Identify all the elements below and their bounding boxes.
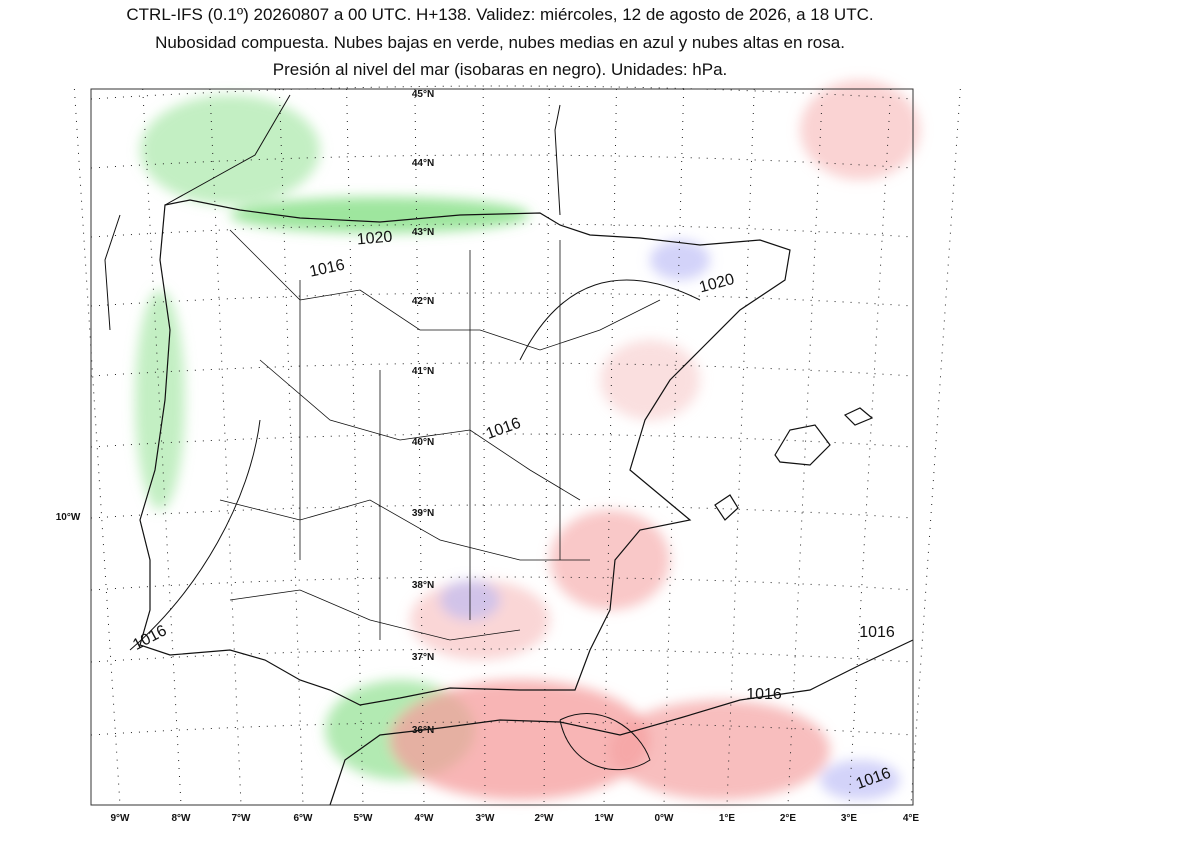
longitude-label: 0°W	[655, 813, 675, 824]
longitude-label: 1°E	[719, 813, 736, 824]
title-line: CTRL-IFS (0.1º) 20260807 a 00 UTC. H+138…	[126, 5, 874, 24]
meridian	[278, 88, 304, 806]
latitude-label: 44°N	[412, 158, 434, 169]
isobar-label: 1016	[484, 415, 523, 443]
parallel	[90, 576, 914, 591]
longitude-label: 9°W	[111, 813, 131, 824]
latitude-label: 45°N	[412, 89, 434, 100]
latitude-label: 42°N	[412, 296, 434, 307]
clouds	[135, 80, 920, 800]
title-line: Nubosidad compuesta. Nubes bajas en verd…	[155, 33, 845, 52]
title-line: Presión al nivel del mar (isobaras en ne…	[272, 60, 728, 79]
longitude-label: 3°E	[841, 813, 858, 824]
isobar-label: 1016	[859, 624, 895, 641]
graticule	[73, 85, 961, 806]
longitude-label: 1°W	[595, 813, 615, 824]
longitude-label: 2°W	[535, 813, 555, 824]
longitude-label: 10°W	[56, 512, 81, 523]
map-frame	[90, 88, 914, 806]
parallel	[90, 721, 914, 736]
isobar-label: 1020	[697, 271, 736, 297]
parallel	[90, 433, 914, 448]
longitude-label: 7°W	[232, 813, 252, 824]
parallel	[90, 504, 914, 519]
longitude-label: 4°W	[415, 813, 435, 824]
isobar-label: 1016	[746, 686, 782, 703]
longitude-label: 3°W	[476, 813, 496, 824]
parallel	[90, 648, 914, 663]
latitude-label: 37°N	[412, 652, 434, 663]
parallel	[90, 362, 914, 377]
isobar-label: 1016	[308, 257, 346, 281]
parallel	[90, 223, 914, 238]
meridian	[848, 88, 892, 806]
latitude-label: 41°N	[412, 366, 434, 377]
isobar-label: 1020	[356, 228, 393, 248]
longitude-label: 8°W	[172, 813, 192, 824]
latitude-label: 40°N	[412, 437, 434, 448]
latitude-label: 36°N	[412, 725, 434, 736]
isobar-label: 1016	[130, 622, 169, 654]
longitude-label: 5°W	[354, 813, 374, 824]
latitude-label: 39°N	[412, 508, 434, 519]
longitude-label: 6°W	[294, 813, 314, 824]
longitude-label: 4°E	[903, 813, 920, 824]
meridian	[787, 88, 824, 806]
meridian	[73, 88, 121, 806]
coastline	[104, 94, 914, 806]
meridian	[910, 88, 961, 806]
longitude-label: 2°E	[780, 813, 797, 824]
latitude-label: 38°N	[412, 580, 434, 591]
meridian	[663, 88, 685, 806]
parallel	[90, 154, 914, 169]
latitude-label: 43°N	[412, 227, 434, 238]
parallel	[90, 85, 914, 100]
parallel	[90, 292, 914, 307]
